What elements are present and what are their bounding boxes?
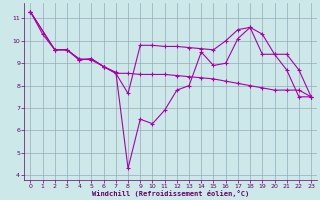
X-axis label: Windchill (Refroidissement éolien,°C): Windchill (Refroidissement éolien,°C) xyxy=(92,190,249,197)
